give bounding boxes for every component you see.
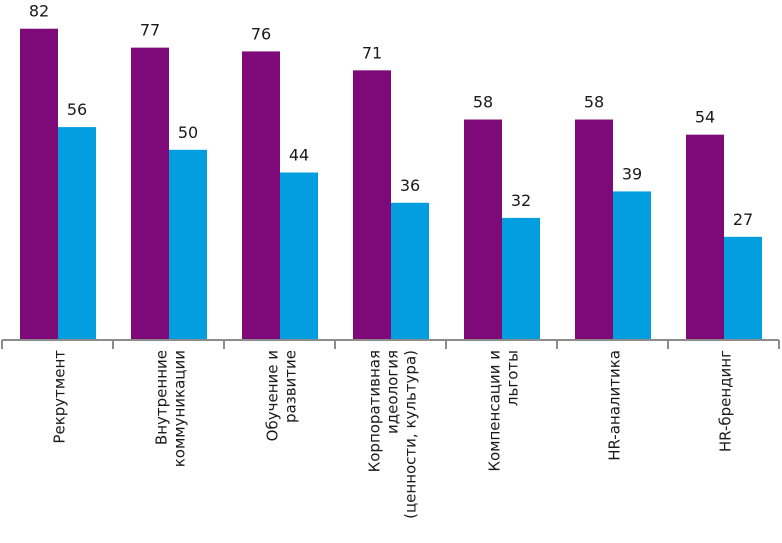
bar-series-2-2 (169, 149, 207, 339)
bar-series-1-7 (686, 134, 724, 339)
category-labels-layer: Рекрутмент Внутренниекоммуникации Обучение… (51, 350, 735, 519)
category-label-4: Корпоративнаяидеология(ценности, культур… (366, 350, 420, 519)
bar-series-2-7 (724, 236, 762, 339)
bar-series-2-1 (58, 127, 96, 339)
x-axis (1, 339, 780, 349)
value-label-series-2-4: 36 (400, 176, 420, 195)
bar-series-1-5 (464, 119, 502, 339)
bar-series-2-4 (391, 202, 429, 339)
value-label-series-1-2: 77 (140, 21, 160, 40)
value-label-series-1-7: 54 (695, 108, 715, 127)
category-label-7: HR-брендинг (717, 350, 735, 452)
bars-layer (20, 28, 762, 340)
value-label-series-2-7: 27 (733, 210, 753, 229)
bar-series-2-6 (613, 191, 651, 339)
value-label-series-2-2: 50 (178, 123, 198, 142)
bar-series-1-1 (20, 28, 58, 339)
value-label-series-2-3: 44 (289, 146, 309, 165)
bar-series-1-6 (575, 119, 613, 339)
value-label-series-1-4: 71 (362, 43, 382, 62)
category-label-5: Компенсации ильготы (486, 350, 522, 472)
value-label-series-2-6: 39 (622, 164, 642, 183)
value-label-series-1-1: 82 (29, 2, 49, 21)
bar-series-2-5 (502, 217, 540, 339)
bar-series-1-2 (131, 47, 169, 340)
value-label-series-1-3: 76 (251, 24, 271, 43)
value-labels-layer: 82 56 77 50 76 44 71 36 58 32 58 39 54 27 (29, 2, 753, 229)
category-label-1: Рекрутмент (51, 350, 69, 444)
bar-series-1-4 (353, 70, 391, 339)
value-label-series-1-5: 58 (473, 93, 493, 112)
category-label-2: Внутренниекоммуникации (153, 350, 189, 467)
value-label-series-2-5: 32 (511, 191, 531, 210)
value-label-series-1-6: 58 (584, 93, 604, 112)
value-label-series-2-1: 56 (67, 100, 87, 119)
bar-series-2-3 (280, 172, 318, 339)
category-label-3: Обучение иразвитие (264, 350, 300, 441)
bar-series-1-3 (242, 51, 280, 339)
category-label-6: HR-аналитика (606, 350, 624, 461)
